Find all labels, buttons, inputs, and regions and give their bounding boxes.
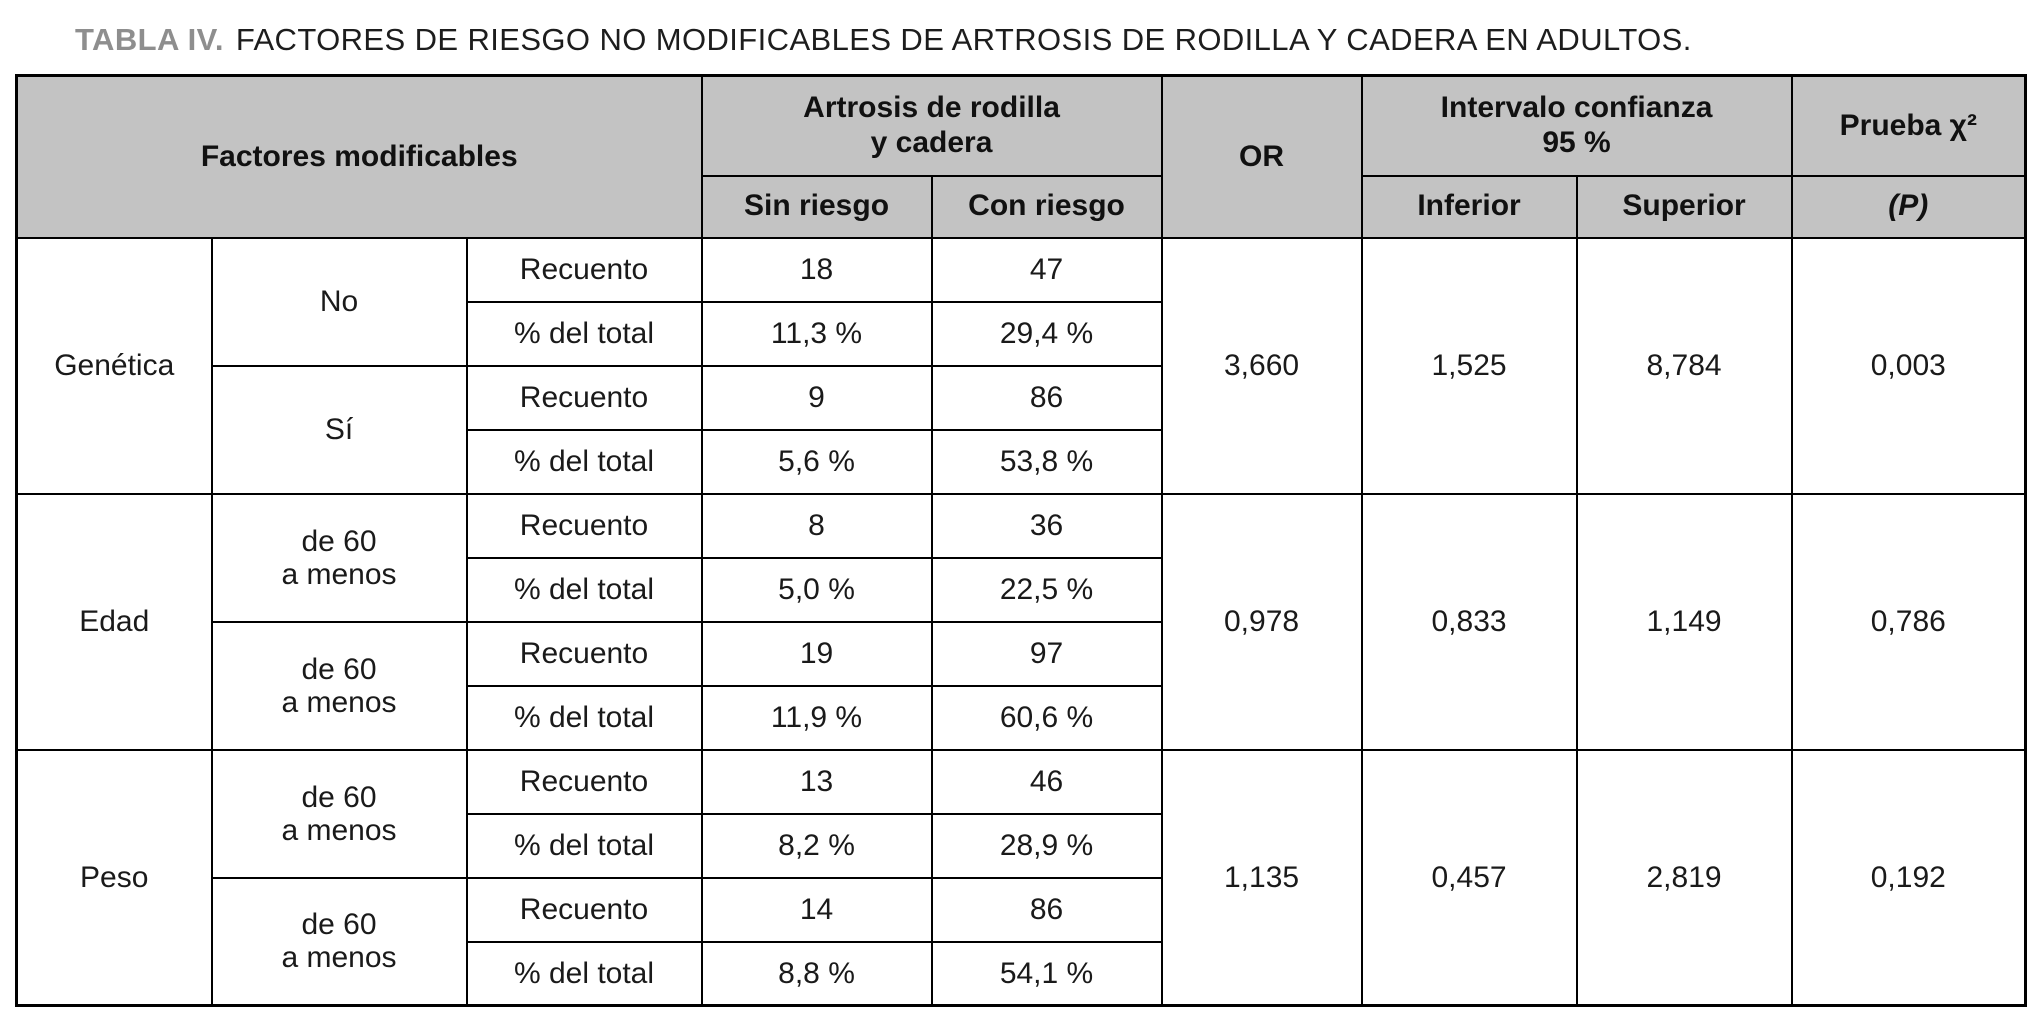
level-cell: No — [210, 236, 468, 367]
level-cell: Sí — [210, 364, 468, 495]
value-sin-riesgo-cell: 19 — [700, 620, 933, 687]
table-title-label: TABLA IV. — [75, 22, 224, 57]
metric-cell: Recuento — [465, 236, 703, 303]
metric-cell: % del total — [465, 556, 703, 623]
metric-cell: Recuento — [465, 748, 703, 815]
value-sin-riesgo-cell: 13 — [700, 748, 933, 815]
level-cell: de 60 a menos — [210, 492, 468, 623]
value-sin-riesgo-cell: 9 — [700, 364, 933, 431]
value-con-riesgo-cell: 53,8 % — [930, 428, 1163, 495]
table-row: Peso de 60 a menos Recuento 13 46 1,135 … — [15, 748, 2027, 1007]
value-con-riesgo-cell: 29,4 % — [930, 300, 1163, 367]
risk-factors-table: Factores modificables Artrosis de rodill… — [15, 74, 2028, 1007]
value-sin-riesgo-cell: 5,6 % — [700, 428, 933, 495]
value-sin-riesgo-cell: 8 — [700, 492, 933, 559]
table-row: % del total 8,2 % 28,9 % — [17, 812, 2026, 879]
table-row: Genética No Recuento 18 47 3,660 1,525 8… — [15, 236, 2027, 495]
header-artrosis: Artrosis de rodilla y cadera — [700, 74, 1163, 177]
value-con-riesgo-cell: 28,9 % — [930, 812, 1163, 879]
value-sin-riesgo-cell: 8,2 % — [700, 812, 933, 879]
table-row: % del total 5,6 % 53,8 % — [17, 428, 2026, 495]
p-value-cell: 0,003 — [1790, 236, 2027, 495]
header-p-value: (P) — [1790, 174, 2027, 239]
value-con-riesgo-cell: 22,5 % — [930, 556, 1163, 623]
level-cell: de 60 a menos — [210, 748, 468, 879]
factor-cell: Peso — [15, 748, 213, 1007]
value-sin-riesgo-cell: 11,3 % — [700, 300, 933, 367]
p-value-cell: 0,192 — [1790, 748, 2027, 1007]
table-row: % del total 11,3 % 29,4 % — [17, 300, 2026, 367]
table-row: % del total 11,9 % 60,6 % — [17, 684, 2026, 751]
header-superior: Superior — [1575, 174, 1793, 239]
table-row: % del total 5,0 % 22,5 % — [17, 556, 2026, 623]
table-title: TABLA IV. FACTORES DE RIESGO NO MODIFICAB… — [15, 12, 2024, 74]
value-sin-riesgo-cell: 5,0 % — [700, 556, 933, 623]
value-sin-riesgo-cell: 14 — [700, 876, 933, 943]
header-intervalo: Intervalo confianza 95 % — [1360, 74, 1793, 177]
metric-cell: Recuento — [465, 364, 703, 431]
ci-upper-cell: 8,784 — [1575, 236, 1793, 495]
metric-cell: % del total — [465, 684, 703, 751]
or-cell: 3,660 — [1160, 236, 1363, 495]
value-sin-riesgo-cell: 11,9 % — [700, 684, 933, 751]
value-sin-riesgo-cell: 18 — [700, 236, 933, 303]
value-con-riesgo-cell: 36 — [930, 492, 1163, 559]
metric-cell: % del total — [465, 300, 703, 367]
value-con-riesgo-cell: 86 — [930, 364, 1163, 431]
table-row: de 60 a menos Recuento 19 97 — [17, 620, 2026, 751]
value-con-riesgo-cell: 60,6 % — [930, 684, 1163, 751]
value-con-riesgo-cell: 46 — [930, 748, 1163, 815]
metric-cell: % del total — [465, 812, 703, 879]
table-title-text: FACTORES DE RIESGO NO MODIFICABLES DE AR… — [235, 22, 1692, 57]
factor-cell: Edad — [15, 492, 213, 751]
ci-lower-cell: 1,525 — [1360, 236, 1578, 495]
factor-cell: Genética — [15, 236, 213, 495]
ci-lower-cell: 0,833 — [1360, 492, 1578, 751]
level-cell: de 60 a menos — [210, 620, 468, 751]
header-inferior: Inferior — [1360, 174, 1578, 239]
metric-cell: Recuento — [465, 876, 703, 943]
value-sin-riesgo-cell: 8,8 % — [700, 940, 933, 1007]
header-or: OR — [1160, 74, 1363, 239]
header-factores: Factores modificables — [15, 74, 703, 239]
header-row-top: Factores modificables Artrosis de rodill… — [15, 74, 2027, 239]
value-con-riesgo-cell: 86 — [930, 876, 1163, 943]
header-row-sub: Sin riesgo Con riesgo Inferior Superior … — [17, 174, 2027, 239]
table-row: % del total 8,8 % 54,1 % — [17, 940, 2026, 1007]
header-sin-riesgo: Sin riesgo — [700, 174, 933, 239]
header-prueba-chi2: Prueba χ² — [1790, 74, 2027, 177]
value-con-riesgo-cell: 54,1 % — [930, 940, 1163, 1007]
table-row: Edad de 60 a menos Recuento 8 36 0,978 0… — [15, 492, 2027, 751]
value-con-riesgo-cell: 47 — [930, 236, 1163, 303]
metric-cell: % del total — [465, 428, 703, 495]
metric-cell: Recuento — [465, 620, 703, 687]
or-cell: 1,135 — [1160, 748, 1363, 1007]
metric-cell: % del total — [465, 940, 703, 1007]
p-value-cell: 0,786 — [1790, 492, 2027, 751]
or-cell: 0,978 — [1160, 492, 1363, 751]
table-row: Sí Recuento 9 86 — [17, 364, 2026, 495]
ci-upper-cell: 2,819 — [1575, 748, 1793, 1007]
level-cell: de 60 a menos — [210, 876, 468, 1007]
ci-lower-cell: 0,457 — [1360, 748, 1578, 1007]
value-con-riesgo-cell: 97 — [930, 620, 1163, 687]
table-row: de 60 a menos Recuento 14 86 — [17, 876, 2026, 1007]
header-con-riesgo: Con riesgo — [930, 174, 1163, 239]
metric-cell: Recuento — [465, 492, 703, 559]
ci-upper-cell: 1,149 — [1575, 492, 1793, 751]
